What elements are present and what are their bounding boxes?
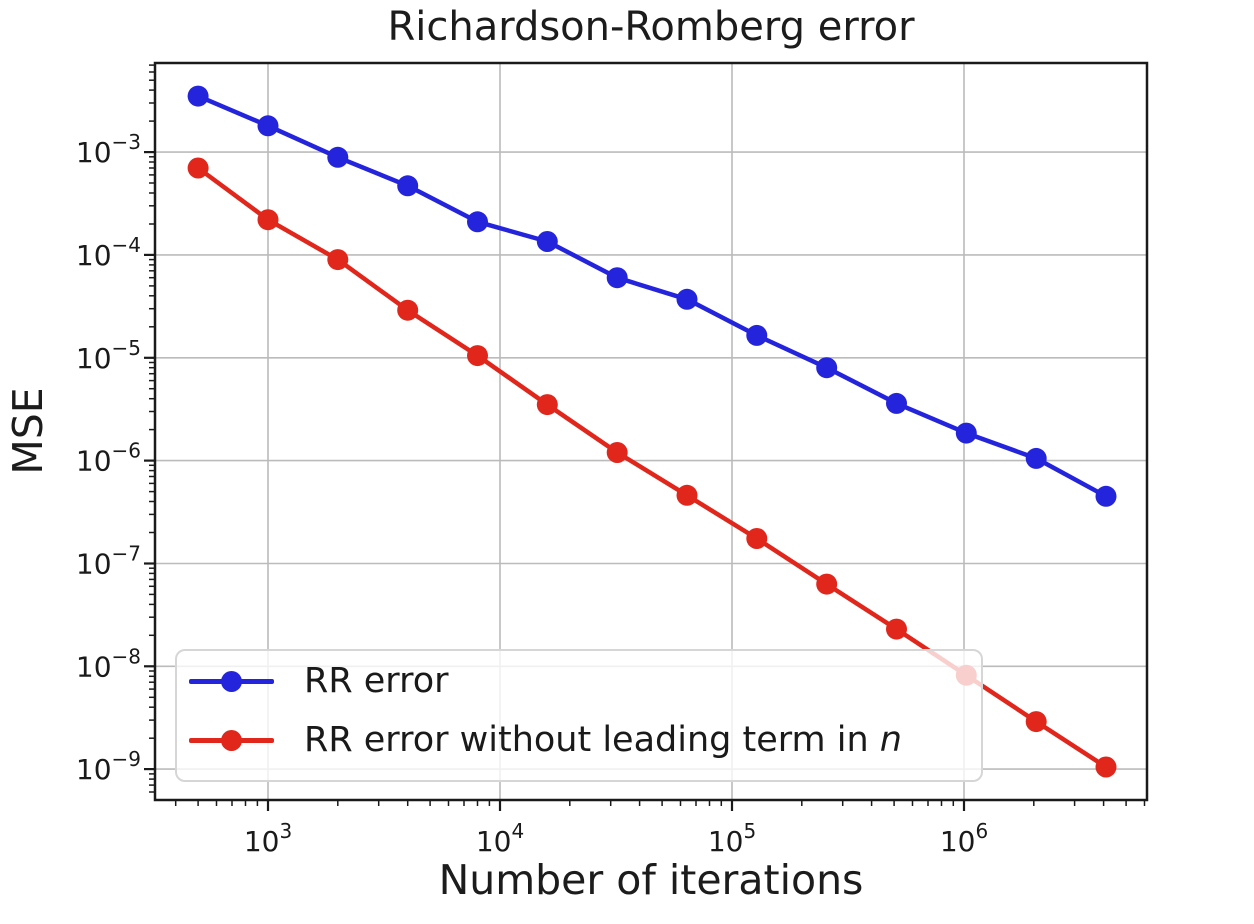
data-point <box>327 146 349 168</box>
legend-marker-red <box>189 728 274 752</box>
data-point <box>1095 485 1117 507</box>
data-point <box>816 357 838 379</box>
data-point <box>467 211 488 233</box>
data-point <box>886 618 907 640</box>
data-point <box>536 394 558 416</box>
data-point <box>955 422 977 444</box>
x-tick-label: 106 <box>940 819 988 858</box>
data-point <box>536 231 558 252</box>
axes-spines <box>153 61 1149 802</box>
data-point <box>746 528 768 549</box>
data-point <box>606 267 628 289</box>
data-point <box>606 442 628 463</box>
x-axis-label: Number of iterations <box>438 856 864 904</box>
y-tick-label: 10−9 <box>76 747 141 786</box>
chart-title: Richardson-Romberg error <box>387 4 915 50</box>
data-point <box>746 324 768 346</box>
legend-label-rr-error-no-leading-term: RR error without leading term in n <box>304 720 902 760</box>
data-point <box>676 288 698 310</box>
data-point <box>1025 447 1047 469</box>
data-point <box>397 299 419 321</box>
x-tick-label: 105 <box>708 819 756 858</box>
legend-entry-rr-error: RR error <box>189 661 449 701</box>
data-point <box>1095 756 1117 778</box>
y-tick-label: 10−4 <box>76 233 141 272</box>
legend: RR error RR error without leading term i… <box>175 649 983 782</box>
data-point <box>257 209 279 231</box>
x-tick-label: 104 <box>476 819 524 858</box>
data-point <box>1025 711 1047 733</box>
legend-dot-icon <box>221 670 242 692</box>
y-tick-label: 10−7 <box>76 542 141 581</box>
data-point <box>467 345 488 367</box>
y-tick-label: 10−8 <box>76 644 141 683</box>
legend-dot-icon <box>221 729 242 751</box>
data-point <box>257 115 279 137</box>
y-tick-label: 10−6 <box>76 439 141 478</box>
legend-entry-rr-error-no-leading-term: RR error without leading term in n <box>189 720 902 760</box>
data-point <box>816 573 838 595</box>
data-point <box>327 249 349 271</box>
data-point <box>187 85 209 107</box>
data-point <box>187 157 209 179</box>
data-point <box>676 484 698 506</box>
data-point <box>397 175 419 197</box>
legend-label-rr-error: RR error <box>304 661 449 701</box>
data-point <box>886 392 907 414</box>
legend-marker-blue <box>189 669 274 693</box>
x-tick-label: 103 <box>244 819 292 858</box>
series-line <box>195 93 1109 499</box>
y-tick-label: 10−3 <box>76 130 141 169</box>
y-tick-label: 10−5 <box>76 336 141 375</box>
